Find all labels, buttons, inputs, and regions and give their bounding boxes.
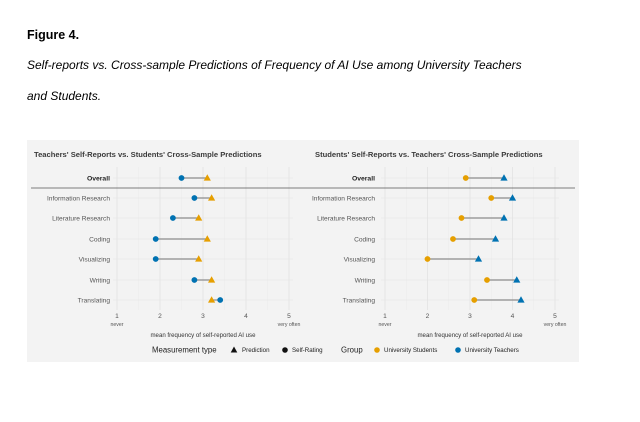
x-tick-label: 1 [383, 313, 387, 320]
x-tick-label: 5 [287, 313, 291, 320]
students-color-icon [374, 347, 380, 353]
circle-icon [282, 347, 288, 353]
self-rating-point [191, 277, 198, 283]
x-tick-label: 4 [511, 313, 515, 320]
self-rating-point [152, 256, 159, 262]
x-tick-label: 1 [115, 313, 119, 320]
self-rating-point [178, 175, 185, 181]
category-label: Writing [90, 277, 111, 284]
category-label: Translating [343, 297, 376, 304]
prediction-point [491, 235, 500, 242]
legend-measurement-title: Measurement type [152, 346, 217, 355]
teachers-color-icon [455, 347, 461, 353]
legend-item-students: University Students [384, 347, 437, 354]
prediction-point [195, 255, 203, 262]
self-rating-point [458, 215, 465, 221]
prediction-point [195, 214, 203, 221]
triangle-icon [230, 346, 238, 353]
figure-caption-line-2: and Students. [27, 89, 102, 103]
x-tick-sublabel-high: very often [544, 322, 567, 328]
x-axis-label: mean frequency of self-reported AI use [417, 332, 523, 339]
category-label: Overall [352, 175, 375, 182]
category-label: Literature Research [52, 215, 110, 222]
panel-title: Students' Self-Reports vs. Teachers' Cro… [315, 150, 543, 159]
legend-item-teachers: University Teachers [465, 347, 519, 354]
category-label: Writing [355, 277, 376, 284]
x-tick-label: 3 [201, 313, 205, 320]
prediction-point [500, 174, 508, 181]
x-tick-label: 2 [158, 313, 162, 320]
self-rating-point [191, 195, 198, 201]
figure-caption-line-1: Self-reports vs. Cross-sample Prediction… [27, 58, 522, 72]
self-rating-point [484, 277, 490, 283]
x-tick-label: 4 [244, 313, 248, 320]
prediction-point [208, 194, 216, 201]
figure-panel: Teachers' Self-Reports vs. Students' Cro… [27, 140, 579, 362]
category-label: Coding [354, 236, 375, 243]
self-rating-point [450, 236, 456, 242]
prediction-point [508, 194, 517, 201]
self-rating-point [170, 215, 176, 221]
legend-item-self-rating: Self-Rating [292, 347, 323, 354]
panel-title: Teachers' Self-Reports vs. Students' Cro… [34, 150, 262, 159]
self-rating-point [462, 175, 469, 181]
figure-label: Figure 4. [27, 28, 80, 42]
category-label: Information Research [312, 195, 375, 202]
dumbbell-chart: Teachers' Self-Reports vs. Students' Cro… [31, 150, 575, 355]
prediction-point [513, 276, 521, 283]
self-rating-point [424, 256, 431, 262]
self-rating-point [217, 297, 224, 303]
x-tick-sublabel-low: never [111, 322, 124, 328]
self-rating-point [488, 195, 495, 201]
prediction-point [500, 214, 508, 221]
self-rating-point [152, 236, 159, 242]
category-label: Literature Research [317, 215, 375, 222]
x-tick-label: 3 [468, 313, 472, 320]
self-rating-point [471, 297, 478, 303]
prediction-point [208, 276, 216, 283]
legend-item-prediction: Prediction [242, 347, 270, 354]
category-label: Visualizing [344, 256, 376, 263]
prediction-point [474, 255, 483, 262]
x-tick-sublabel-high: very often [278, 322, 301, 328]
x-tick-sublabel-low: never [379, 322, 392, 328]
x-tick-label: 2 [426, 313, 430, 320]
category-label: Visualizing [79, 256, 111, 263]
x-tick-label: 5 [553, 313, 557, 320]
legend-group-title: Group [341, 346, 363, 355]
prediction-point [203, 235, 211, 242]
category-label: Overall [87, 175, 110, 182]
category-label: Coding [89, 236, 110, 243]
category-label: Translating [78, 297, 111, 304]
x-axis-label: mean frequency of self-reported AI use [150, 332, 256, 339]
prediction-point [208, 296, 216, 303]
prediction-point [203, 174, 211, 181]
category-label: Information Research [47, 195, 110, 202]
prediction-point [517, 296, 525, 303]
